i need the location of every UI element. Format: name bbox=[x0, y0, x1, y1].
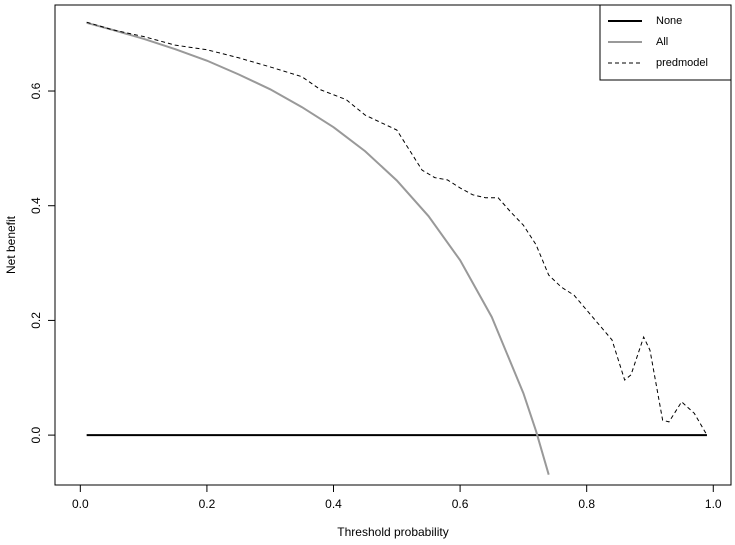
x-axis-label: Threshold probability bbox=[337, 525, 448, 539]
x-tick-label: 0.0 bbox=[72, 497, 89, 511]
y-tick-label: 0.6 bbox=[29, 82, 43, 99]
series-line bbox=[86, 21, 708, 436]
legend-label: predmodel bbox=[656, 57, 708, 69]
legend-label: All bbox=[656, 36, 668, 48]
x-tick-label: 1.0 bbox=[705, 497, 722, 511]
y-tick-label: 0.0 bbox=[29, 426, 43, 443]
legend-label: None bbox=[656, 15, 682, 27]
x-tick-label: 0.4 bbox=[325, 497, 342, 511]
x-tick-label: 0.6 bbox=[452, 497, 469, 511]
y-tick-label: 0.2 bbox=[29, 312, 43, 329]
y-tick-label: 0.4 bbox=[29, 197, 43, 214]
y-axis-label: Net benefit bbox=[4, 215, 18, 274]
x-tick-label: 0.2 bbox=[199, 497, 216, 511]
plot-box bbox=[54, 4, 732, 486]
series-line bbox=[86, 21, 550, 475]
x-tick-label: 0.8 bbox=[578, 497, 595, 511]
